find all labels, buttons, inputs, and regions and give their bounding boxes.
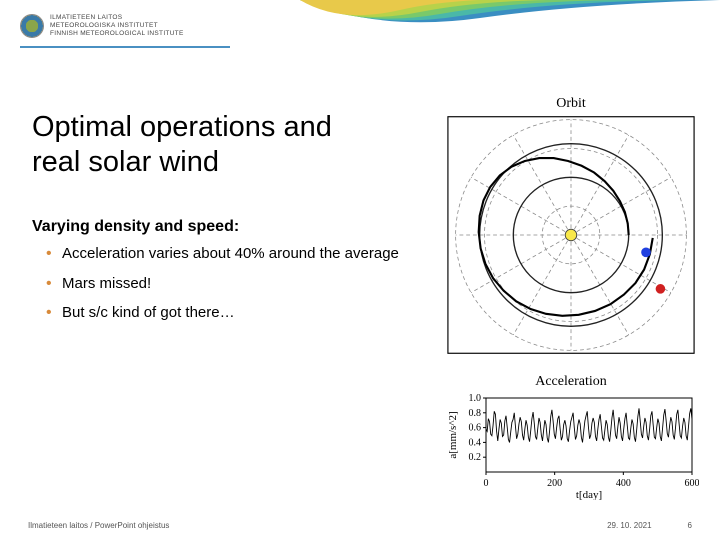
orbit-title: Orbit [436,96,706,112]
svg-text:0.4: 0.4 [468,437,481,448]
svg-text:200: 200 [547,478,562,489]
svg-text:400: 400 [615,478,630,489]
bullet-3: But s/c kind of got there… [32,303,412,323]
accel-title: Acceleration [436,374,706,390]
accel-figure: Acceleration 0.2 0.4 0.6 0.8 1.0 0 200 400 600 a[… [436,374,706,505]
header-swoosh [300,0,720,48]
svg-text:0.6: 0.6 [468,423,481,434]
logo-icon [20,14,44,38]
logo-text: ILMATIETEEN LAITOS METEOROLOGISKA INSTIT… [50,14,184,37]
logo-line2: METEOROLOGISKA INSTITUTET [50,22,184,30]
bullet-list: Acceleration varies about 40% around the… [32,244,412,323]
slide-header: ILMATIETEEN LAITOS METEOROLOGISKA INSTIT… [0,0,720,48]
svg-text:t[day]: t[day] [575,489,601,500]
svg-text:a[mm/s^2]: a[mm/s^2] [447,411,459,458]
svg-text:600: 600 [684,478,699,489]
title-line1: Optimal operations and [32,111,332,143]
slide-title: Optimal operations and real solar wind [32,110,332,180]
logo-line1: ILMATIETEEN LAITOS [50,14,184,22]
svg-text:0.2: 0.2 [468,452,481,463]
orbit-figure: Orbit [436,96,706,361]
logo-line3: FINNISH METEOROLOGICAL INSTITUTE [50,30,184,38]
footer-page: 6 [688,521,692,530]
orbit-plot [446,114,696,356]
footer-date: 29. 10. 2021 [607,521,651,530]
header-divider [20,46,230,48]
subheading: Varying density and speed: [32,218,412,236]
bullet-2: Mars missed! [32,274,412,294]
svg-text:1.0: 1.0 [468,393,481,404]
title-line2: real solar wind [32,146,219,178]
svg-text:0.8: 0.8 [468,408,481,419]
bullet-1: Acceleration varies about 40% around the… [32,244,412,264]
accel-plot: 0.2 0.4 0.6 0.8 1.0 0 200 400 600 a[mm/s^2] t[day] [444,392,699,500]
fmi-logo: ILMATIETEEN LAITOS METEOROLOGISKA INSTIT… [20,14,184,38]
body-text: Varying density and speed: Acceleration … [32,218,412,333]
footer-left: Ilmatieteen laitos / PowerPoint ohjeistu… [28,521,169,530]
svg-text:0: 0 [483,478,488,489]
footer: Ilmatieteen laitos / PowerPoint ohjeistu… [0,521,720,530]
